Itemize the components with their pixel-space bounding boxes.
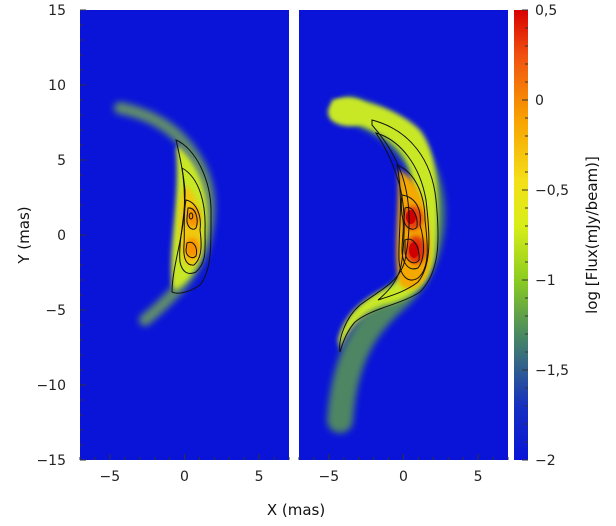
left-contour-4b: [185, 241, 197, 259]
colorbar-tick-label: 0: [535, 93, 544, 109]
right-contours: [339, 119, 439, 353]
x-tick-label: −5: [319, 469, 340, 485]
y-axis-title: Y (mas): [15, 206, 33, 264]
colorbar: 0,5 0 −0,5 −1 −1,5 −2 log [Flux(mJy/beam)]: [514, 3, 601, 469]
y-tick-label: 10: [48, 78, 66, 94]
right-contour-outer: [339, 119, 439, 353]
right-contour-5b: [404, 238, 420, 264]
y-tick-label: −10: [36, 378, 66, 394]
left-panel: [80, 10, 289, 460]
left-contour-4a: [186, 207, 198, 230]
right-contour-4: [400, 194, 424, 270]
y-tick-label: 0: [57, 228, 66, 244]
left-contour-3: [183, 199, 202, 266]
colorbar-tick-label: −0,5: [535, 183, 569, 199]
right-head: [328, 98, 368, 126]
x-tick-label: 0: [180, 469, 189, 485]
left-contour-2: [179, 167, 206, 275]
colorbar-tick-label: −1: [535, 273, 556, 289]
x-tick-label: 5: [255, 469, 264, 485]
right-panel: [299, 10, 508, 460]
left-contours: [171, 139, 212, 294]
y-tick-label: −5: [45, 303, 66, 319]
colorbar-label: log [Flux(mJy/beam)]: [583, 156, 601, 314]
y-tick-label: 15: [48, 3, 66, 19]
x-tick-label: 0: [399, 469, 408, 485]
colorbar-tick-label: −2: [535, 453, 556, 469]
right-contour-3: [396, 164, 428, 281]
colorbar-ticks: 0,5 0 −0,5 −1 −1,5 −2: [522, 3, 569, 469]
right-contour-5a: [403, 207, 418, 230]
colorbar-tick-label: 0,5: [535, 3, 557, 19]
colorbar-gradient: [514, 10, 528, 460]
x-axis-title: X (mas): [267, 501, 325, 519]
colorbar-tick-label: −1,5: [535, 363, 569, 379]
y-tick-label: 5: [57, 153, 66, 169]
left-contour-peak: [188, 212, 194, 220]
axes: −15 −10 −5 0 5 10 15 −5 0 5 −5 0 5: [36, 3, 509, 485]
right-peak-lower: [409, 242, 419, 258]
y-tick-label: −15: [36, 453, 66, 469]
x-tick-label: −5: [100, 469, 121, 485]
x-tick-label: 5: [474, 469, 483, 485]
right-contour-2: [374, 132, 430, 301]
